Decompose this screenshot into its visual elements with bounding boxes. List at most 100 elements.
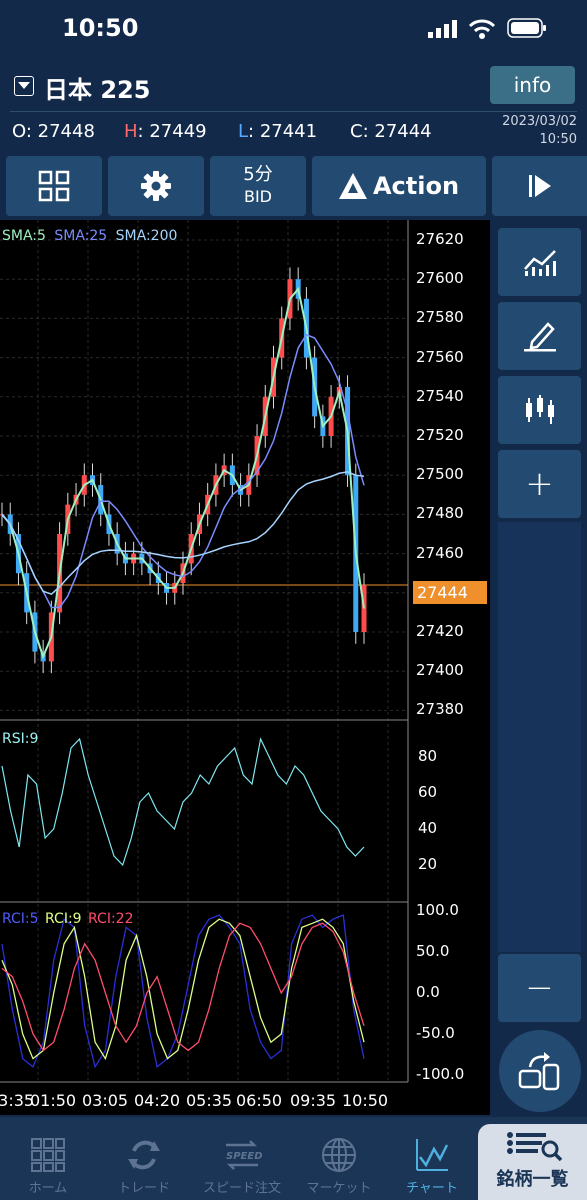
nav-market-label: マーケット <box>306 1181 372 1196</box>
ohlc-high-value: 27449 <box>149 121 207 142</box>
speed-icon: SPEED <box>226 1140 262 1170</box>
ohlc-low-label: L <box>238 121 249 142</box>
ohlc-low: L: 27441 <box>238 121 318 142</box>
signal-icon <box>428 20 460 42</box>
swap-devices-icon <box>518 1052 560 1091</box>
nav-speed-order[interactable]: SPEED スピード注文 <box>192 1117 292 1200</box>
rsi-tick-label: 20 <box>418 855 438 873</box>
rci22-label: RCI:22 <box>88 911 134 927</box>
timeframe-button[interactable]: 5分 BID <box>210 156 306 216</box>
info-button[interactable]: info <box>490 66 575 104</box>
candle-type-button[interactable] <box>498 376 581 444</box>
price-tick-label: 27480 <box>416 504 464 523</box>
ohlc-low-value: 27441 <box>259 121 318 142</box>
symbol-title[interactable]: 日本 225 <box>44 76 151 104</box>
chart-canvas[interactable] <box>0 220 490 1115</box>
price-tick-label: 27460 <box>416 543 464 562</box>
settings-button[interactable] <box>108 156 204 216</box>
nav-symbol-list-label: 銘柄一覧 <box>496 1169 569 1190</box>
price-tick-label: 27400 <box>416 661 464 680</box>
price-tick-label: 27540 <box>416 386 464 405</box>
header-divider <box>10 111 577 112</box>
sma5-label: SMA:5 <box>2 228 46 244</box>
time-tick-label: 05:35 <box>186 1091 233 1110</box>
nav-home[interactable]: ホーム <box>0 1117 96 1200</box>
zoom-in-button[interactable]: + <box>498 450 581 518</box>
quote-datetime: 2023/03/02 10:50 <box>489 113 577 149</box>
nav-trade[interactable]: トレード <box>96 1117 192 1200</box>
ohlc-open-label: O <box>12 121 26 142</box>
sma25-label: SMA:25 <box>54 228 108 244</box>
quote-date: 2023/03/02 <box>502 114 577 129</box>
draw-button[interactable] <box>498 302 581 370</box>
header <box>0 58 587 154</box>
line-chart-icon <box>523 250 556 276</box>
nav-symbol-list[interactable]: 銘柄一覧 <box>478 1117 587 1200</box>
ohlc-close: C: 27444 <box>350 121 432 142</box>
nav-chart[interactable]: チャート <box>386 1117 478 1200</box>
ohlc-close-label: C <box>350 121 363 142</box>
rci-legend: RCI:5 RCI:9 RCI:22 <box>2 911 134 927</box>
current-price-label: 27444 <box>413 580 487 604</box>
timeframe-label: 5分 <box>243 164 273 185</box>
rci5-label: RCI:5 <box>2 911 39 927</box>
swap-device-button[interactable] <box>499 1030 581 1112</box>
time-tick-label: 01:50 <box>30 1091 77 1110</box>
time-tick-label: 10:50 <box>342 1091 389 1110</box>
rci22-line <box>1 922 365 1052</box>
action-button[interactable]: Action <box>312 156 486 216</box>
rci-tick-label: -50.0 <box>416 1024 455 1042</box>
status-bar <box>0 0 587 58</box>
rsi-tick-label: 40 <box>418 819 438 837</box>
play-button[interactable] <box>492 156 587 216</box>
price-tick-label: 27520 <box>416 426 464 444</box>
time-tick-label: 09:35 <box>290 1091 337 1110</box>
sma200-label: SMA:200 <box>115 228 178 244</box>
sma-legend: SMA:5 SMA:25 SMA:200 <box>2 228 177 244</box>
rsi-tick-label: 60 <box>418 783 438 801</box>
price-tick-label: 27420 <box>416 622 464 640</box>
wifi-icon <box>468 18 496 44</box>
svg-text:SPEED: SPEED <box>226 1151 262 1162</box>
time-tick-label: 04:20 <box>134 1091 181 1110</box>
indicator-button[interactable] <box>498 228 581 296</box>
rsi-line <box>1 737 365 867</box>
price-tick-label: 27560 <box>416 347 464 366</box>
time-tick-label: 06:50 <box>236 1091 283 1110</box>
zoom-out-button[interactable]: − <box>498 954 581 1022</box>
rci-tick-label: 50.0 <box>416 942 450 960</box>
symbol-dropdown-icon[interactable] <box>14 76 34 96</box>
layout-grid-button[interactable] <box>6 156 102 216</box>
time-tick-label: 23:35 <box>0 1091 35 1110</box>
play-icon <box>528 175 551 197</box>
trade-icon <box>128 1140 160 1170</box>
battery-icon <box>507 18 547 42</box>
rci-tick-label: 0.0 <box>416 983 440 1001</box>
list-search-icon <box>506 1132 562 1161</box>
ohlc-high-label: H <box>124 121 138 142</box>
sma200-line <box>1 471 365 596</box>
nav-speed-label: スピード注文 <box>202 1181 281 1196</box>
home-icon <box>31 1138 65 1172</box>
price-tick-label: 27600 <box>416 269 464 288</box>
nav-market[interactable]: マーケット <box>292 1117 386 1200</box>
right-panel-track <box>498 522 581 952</box>
price-tick-label: 27500 <box>416 465 464 484</box>
ohlc-open-value: 27448 <box>37 121 95 142</box>
candlestick-icon <box>525 395 554 424</box>
price-type-label: BID <box>243 187 272 206</box>
status-time: 10:50 <box>62 14 139 42</box>
action-label: Action <box>372 172 460 200</box>
gear-icon <box>141 171 171 201</box>
rci9-line <box>1 918 365 1061</box>
nav-home-label: ホーム <box>28 1181 68 1196</box>
rci-tick-label: 100.0 <box>416 901 459 919</box>
nav-trade-label: トレード <box>117 1181 170 1196</box>
rci9-label: RCI:9 <box>45 911 82 927</box>
sma25-line <box>1 333 365 609</box>
sma5-line <box>1 286 365 660</box>
ohlc-close-value: 27444 <box>374 121 432 142</box>
action-icon <box>338 173 367 199</box>
rsi-label: RSI:9 <box>2 731 39 747</box>
chart-icon <box>416 1139 449 1171</box>
